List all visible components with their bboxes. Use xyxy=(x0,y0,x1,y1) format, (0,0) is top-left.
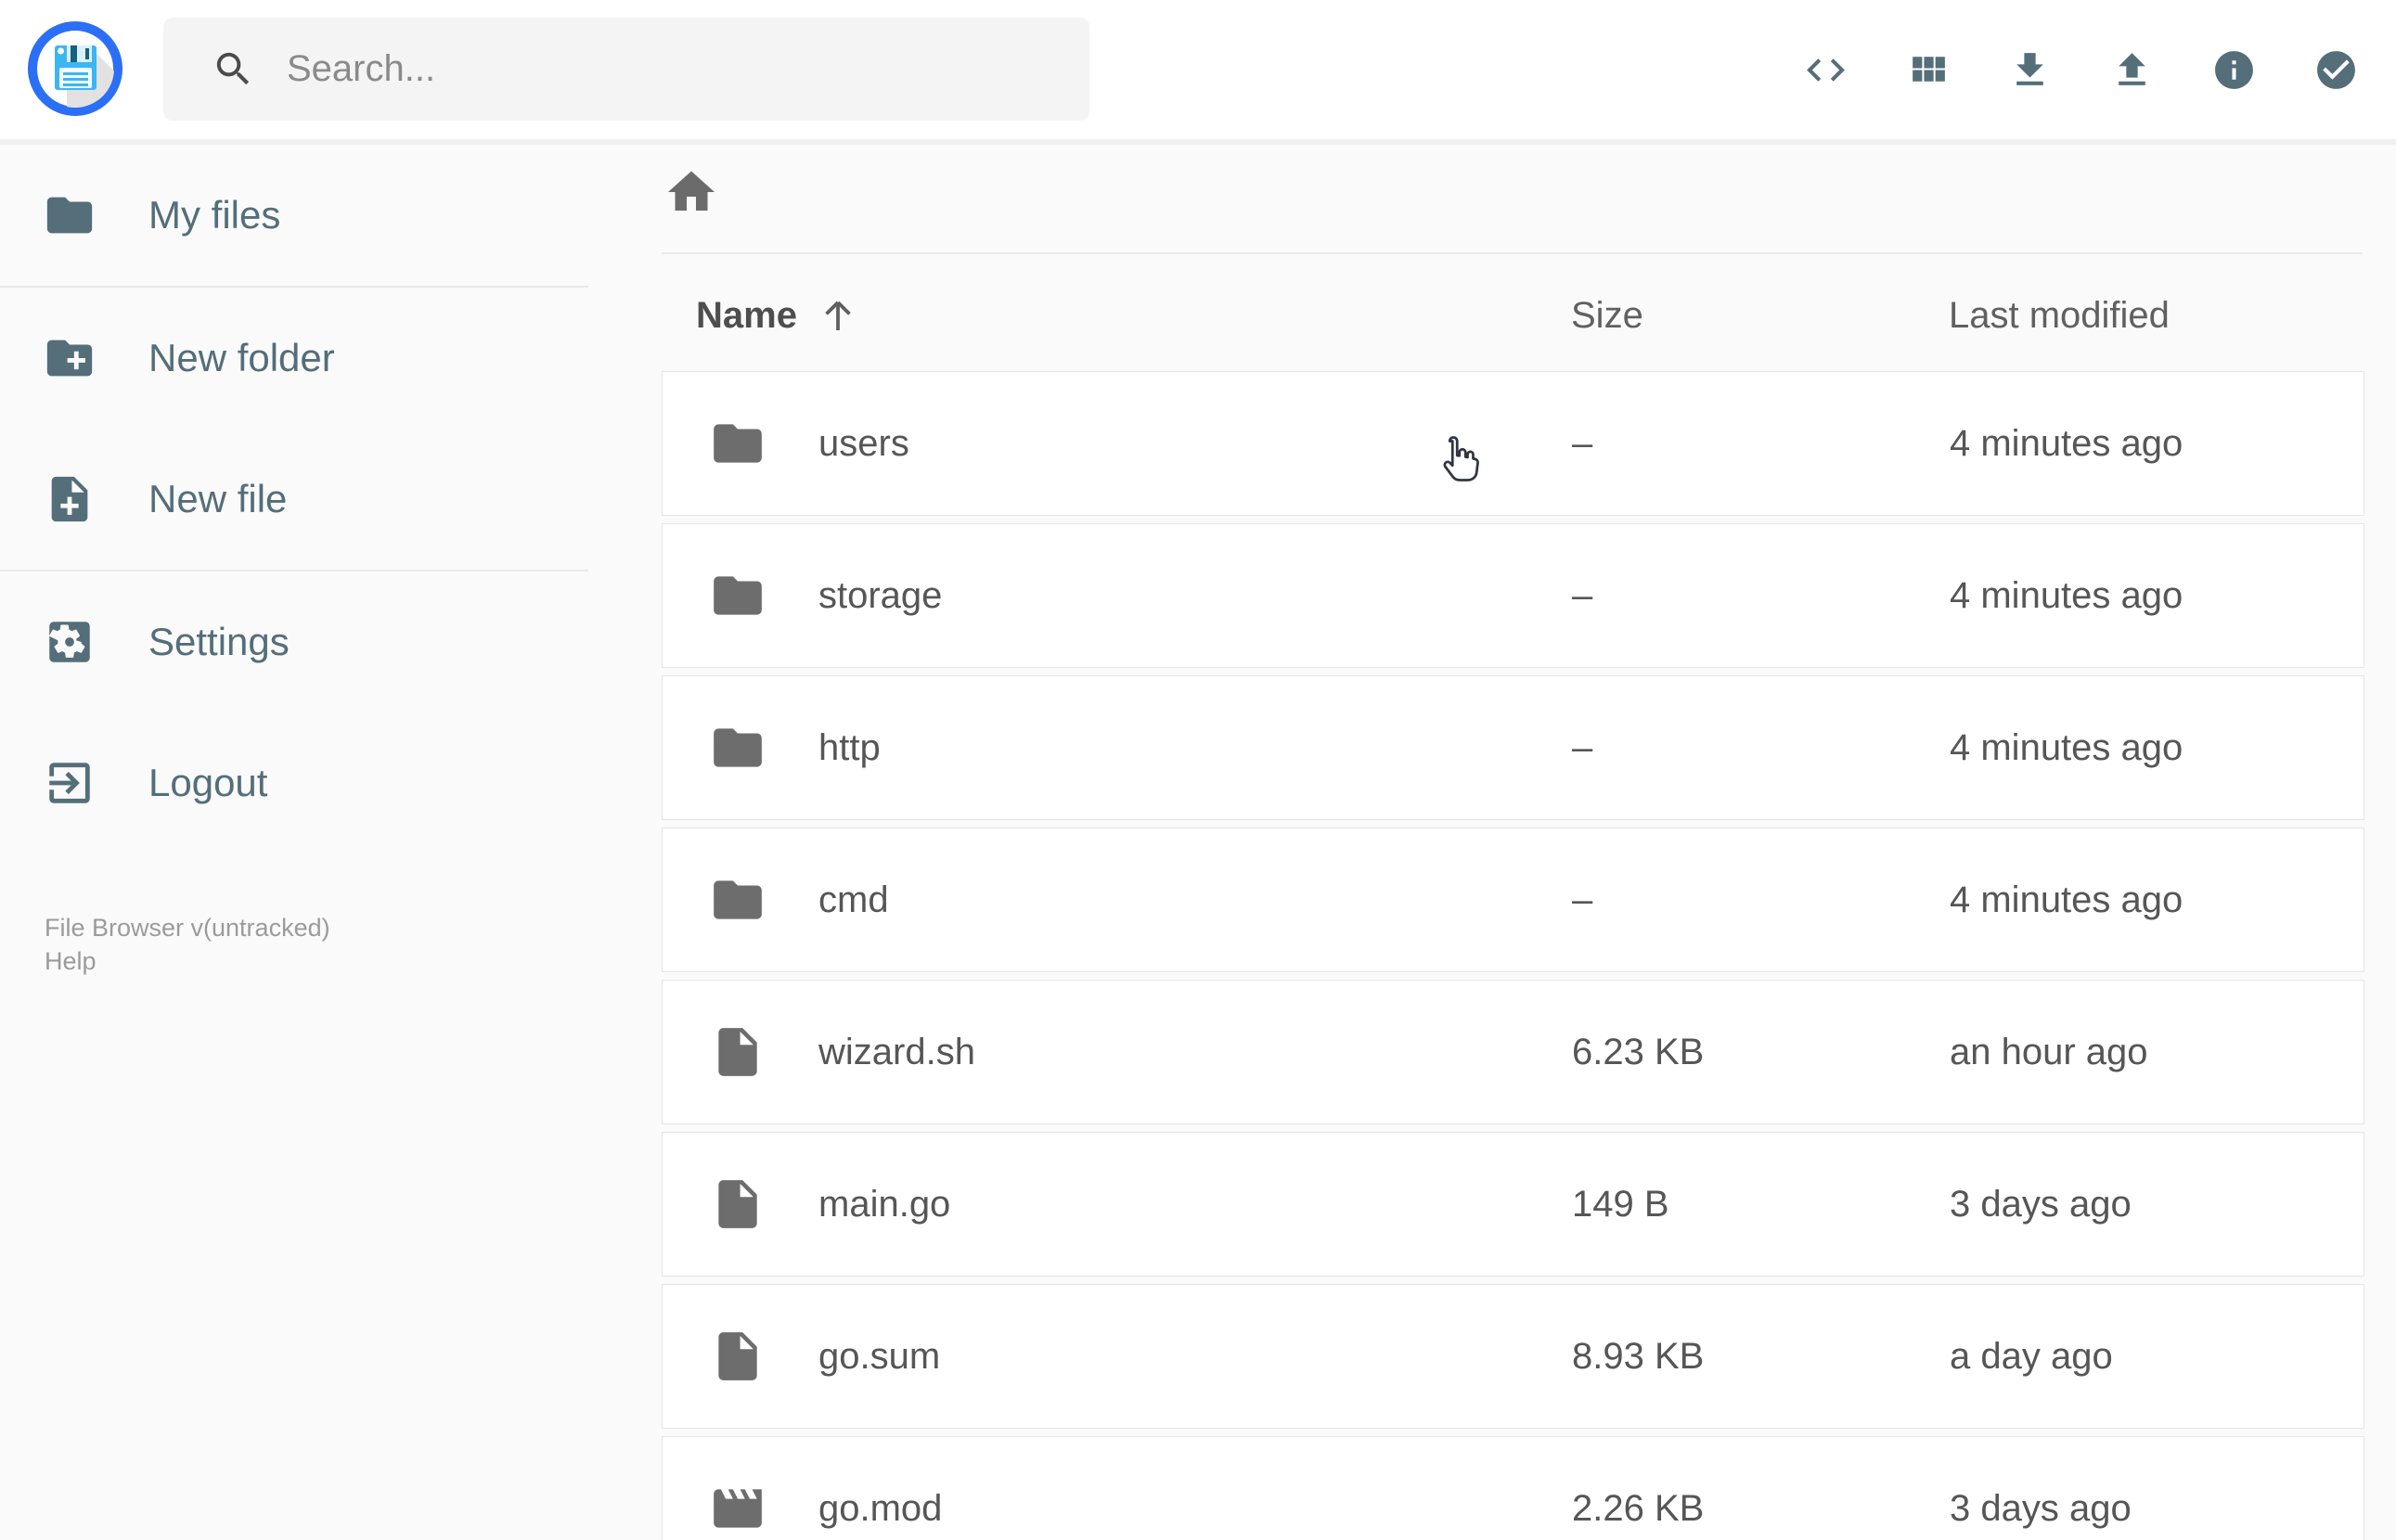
help-link[interactable]: Help xyxy=(45,947,97,975)
file-icon xyxy=(709,1175,766,1233)
file-size: 149 B xyxy=(1572,1183,1669,1225)
sidebar: My files New folder New file Settings xyxy=(0,145,588,1540)
select-multiple-button[interactable] xyxy=(2313,47,2359,93)
create-new-folder-icon xyxy=(43,331,97,385)
file-row[interactable]: cmd – 4 minutes ago xyxy=(662,828,2364,972)
view-module-icon xyxy=(1913,56,1945,82)
file-size: – xyxy=(1572,574,1593,616)
sort-by-name-header[interactable]: Name xyxy=(696,282,860,349)
sidebar-item-settings[interactable]: Settings xyxy=(0,571,588,712)
sidebar-item-label: New folder xyxy=(148,336,335,379)
file-row[interactable]: users – 4 minutes ago xyxy=(662,371,2364,516)
file-modified: 3 days ago xyxy=(1950,1183,2132,1225)
file-icon xyxy=(709,1328,766,1385)
file-list: users – 4 minutes ago storage – 4 minute… xyxy=(662,371,2364,1540)
file-row[interactable]: wizard.sh 6.23 KB an hour ago xyxy=(662,980,2364,1124)
sidebar-item-new-file[interactable]: New file xyxy=(0,429,588,570)
file-size: – xyxy=(1572,726,1593,768)
search-icon xyxy=(212,47,255,91)
file-name: http xyxy=(818,726,881,768)
file-row[interactable]: main.go 149 B 3 days ago xyxy=(662,1132,2364,1277)
file-row[interactable]: storage – 4 minutes ago xyxy=(662,523,2364,668)
folder-icon xyxy=(709,719,766,776)
file-size: 8.93 KB xyxy=(1572,1335,1705,1377)
column-name-label: Name xyxy=(696,294,797,336)
sidebar-item-label: New file xyxy=(148,477,288,520)
sidebar-divider xyxy=(0,286,588,288)
sidebar-footer: File Browser v(untracked) Help xyxy=(45,911,330,978)
folder-icon xyxy=(43,188,97,242)
folder-icon xyxy=(709,567,766,624)
home-breadcrumb-button[interactable] xyxy=(659,160,724,225)
sidebar-item-new-folder[interactable]: New folder xyxy=(0,288,588,429)
version-text: File Browser v(untracked) xyxy=(45,914,330,942)
upload-icon xyxy=(2119,52,2145,85)
listing-header: Name Size Last modified xyxy=(662,282,2364,349)
sort-by-modified-header[interactable]: Last modified xyxy=(1949,282,2170,349)
sort-ascending-arrow-icon xyxy=(825,301,851,330)
file-name: main.go xyxy=(818,1183,951,1225)
file-name: cmd xyxy=(818,879,889,920)
new-file-icon xyxy=(43,472,97,526)
download-button[interactable] xyxy=(2007,47,2053,93)
file-modified: a day ago xyxy=(1950,1335,2113,1377)
file-icon xyxy=(709,1023,766,1081)
breadcrumb-divider xyxy=(662,252,2363,254)
switch-view-button[interactable] xyxy=(1905,47,1951,93)
file-size: 2.26 KB xyxy=(1572,1487,1705,1529)
file-row[interactable]: http – 4 minutes ago xyxy=(662,675,2364,820)
folder-icon xyxy=(709,871,766,929)
settings-icon xyxy=(43,615,97,669)
file-modified: an hour ago xyxy=(1950,1031,2148,1072)
file-row[interactable]: go.sum 8.93 KB a day ago xyxy=(662,1284,2364,1429)
logo-button[interactable] xyxy=(26,19,124,118)
search-input[interactable] xyxy=(285,47,1050,91)
sidebar-item-my-files[interactable]: My files xyxy=(0,145,588,286)
file-modified: 4 minutes ago xyxy=(1950,726,2183,768)
header-actions xyxy=(1803,0,2359,139)
sidebar-item-label: Logout xyxy=(148,761,268,804)
video-icon xyxy=(709,1480,766,1537)
file-modified: 4 minutes ago xyxy=(1950,879,2183,920)
file-modified: 4 minutes ago xyxy=(1950,422,2183,464)
sidebar-item-label: My files xyxy=(148,193,281,237)
file-size: – xyxy=(1572,879,1593,920)
download-icon xyxy=(2016,52,2043,85)
sort-by-size-header[interactable]: Size xyxy=(1571,282,1643,349)
info-button[interactable] xyxy=(2211,47,2257,93)
check-circle-icon xyxy=(2317,50,2355,89)
info-icon xyxy=(2215,50,2253,89)
sidebar-item-label: Settings xyxy=(148,620,290,663)
logout-icon xyxy=(43,756,97,810)
header xyxy=(0,0,2396,145)
file-row[interactable]: go.mod 2.26 KB 3 days ago xyxy=(662,1436,2364,1540)
floppy-disk-logo-icon xyxy=(28,21,122,116)
sidebar-divider xyxy=(0,570,588,571)
file-name: wizard.sh xyxy=(818,1031,975,1072)
sidebar-item-logout[interactable]: Logout xyxy=(0,712,588,853)
file-name: go.sum xyxy=(818,1335,941,1377)
shell-toggle-button[interactable] xyxy=(1803,47,1849,93)
folder-icon xyxy=(709,415,766,472)
file-size: – xyxy=(1572,422,1593,464)
code-icon xyxy=(1807,58,1845,82)
file-modified: 3 days ago xyxy=(1950,1487,2132,1529)
search-bar[interactable] xyxy=(163,18,1089,121)
file-name: users xyxy=(818,422,909,464)
file-name: storage xyxy=(818,574,943,616)
file-name: go.mod xyxy=(818,1487,943,1529)
file-modified: 4 minutes ago xyxy=(1950,574,2183,616)
upload-button[interactable] xyxy=(2109,47,2155,93)
main-content: Name Size Last modified users – 4 minute… xyxy=(588,145,2396,1540)
file-size: 6.23 KB xyxy=(1572,1031,1705,1072)
home-icon xyxy=(668,171,715,211)
